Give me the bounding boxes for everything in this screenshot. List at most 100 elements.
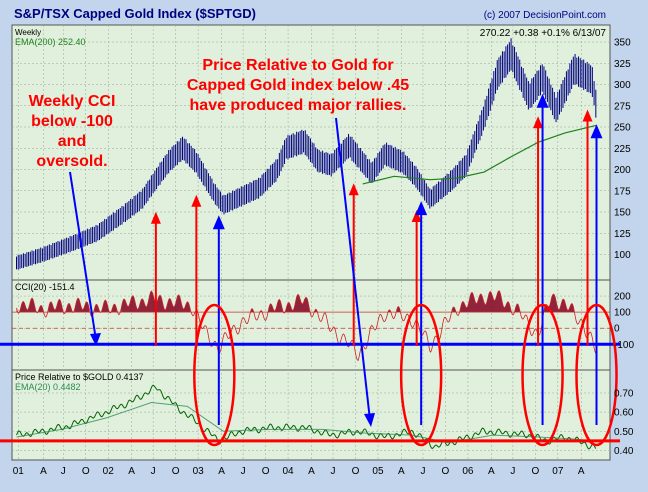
cci-series	[0, 290, 620, 362]
ratio-y-tick-label: 0.50	[614, 427, 634, 438]
cci-pointer-head	[90, 333, 101, 346]
price-y-tick-label: 300	[614, 80, 631, 91]
x-tick-label: J	[510, 466, 515, 477]
x-tick-label: A	[578, 466, 585, 477]
price-y-tick-label: 125	[614, 229, 631, 240]
ratio-note-line-2: Capped Gold index below .45	[187, 77, 409, 94]
x-tick-label: 07	[552, 466, 564, 477]
cci-overbought-fill	[268, 299, 283, 313]
ratio-y-tick-label: 0.70	[614, 388, 634, 399]
x-tick-label: J	[331, 466, 336, 477]
cci-overbought-fill	[460, 290, 512, 313]
ratio-y-tick-label: 0.60	[614, 408, 634, 419]
x-tick-label: A	[398, 466, 405, 477]
cci-pointer-line	[69, 171, 97, 341]
x-tick-label: O	[352, 466, 360, 477]
price-y-tick-label: 325	[614, 59, 631, 70]
signal-ellipse	[575, 303, 618, 447]
price-y-tick-label: 225	[614, 144, 631, 155]
x-tick-label: O	[82, 466, 90, 477]
ratio-panel	[11, 369, 611, 461]
cci-note-line-3: and	[58, 133, 86, 150]
chart-title: S&P/TSX Capped Gold Index ($SPTGD)	[14, 6, 256, 21]
x-tick-label: O	[531, 466, 539, 477]
ratio-ema20-line	[16, 402, 597, 444]
cci-y-tick-label: 200	[614, 292, 631, 303]
cci-overbought-fill	[121, 291, 191, 313]
x-tick-label: J	[61, 466, 66, 477]
x-tick-label: O	[172, 466, 180, 477]
blue-arrow-head	[590, 124, 603, 139]
signal-markers	[69, 93, 618, 447]
ratio-pointer-head	[364, 413, 375, 427]
x-tick-label: 01	[13, 466, 25, 477]
cci-note-line-1: Weekly CCI	[29, 93, 116, 110]
x-tick-label: J	[420, 466, 425, 477]
ratio-note-line-3: have produced major rallies.	[190, 97, 407, 114]
ratio-pointer-line	[335, 117, 371, 421]
axis-labels: 01 A J O 02 A J O 03 A J O 04 A J O 05 A J O 06 A J O 07 A 100 125 1…	[13, 38, 635, 478]
red-arrow-head	[582, 109, 593, 122]
price-series	[15, 38, 597, 270]
x-tick-label: 06	[462, 466, 474, 477]
cci-overbought-fill	[48, 299, 64, 313]
cci-y-tick-label: 0	[614, 324, 620, 335]
cci-overbought-fill	[101, 300, 110, 313]
x-tick-label: A	[308, 466, 315, 477]
ratio-y-tick-label: 0.40	[614, 446, 634, 457]
cci-note-line-2: below -100	[31, 113, 113, 130]
cci-overbought-fill	[452, 307, 456, 313]
x-tick-label: O	[442, 466, 450, 477]
signal-ellipse	[399, 303, 443, 447]
x-tick-label: 02	[103, 466, 115, 477]
x-tick-label: 04	[283, 466, 295, 477]
cci-overbought-fill	[285, 294, 310, 313]
x-tick-label: O	[262, 466, 270, 477]
blue-arrow-head	[212, 215, 225, 230]
x-tick-label: J	[241, 466, 246, 477]
x-tick-label: 05	[372, 466, 384, 477]
period-label: Weekly	[15, 28, 41, 37]
ratio-label: Price Relative to $GOLD 0.4137	[15, 372, 144, 382]
cci-y-tick-label: -100	[614, 340, 634, 351]
price-y-tick-label: 150	[614, 208, 631, 219]
price-y-tick-label: 250	[614, 123, 631, 134]
price-y-tick-label: 200	[614, 165, 631, 176]
signal-ellipse	[521, 303, 564, 447]
x-tick-label: 03	[193, 466, 205, 477]
cci-overbought-fill	[74, 298, 90, 313]
red-arrow-head	[411, 210, 422, 222]
blue-arrow-head	[415, 201, 428, 216]
cci-annotation: Weekly CCI below -100 and oversold.	[29, 93, 116, 170]
x-tick-label: A	[40, 466, 47, 477]
cci-label: CCI(20) -151.4	[15, 282, 75, 292]
ratio-series	[0, 384, 620, 450]
red-arrow-head	[533, 116, 544, 129]
cci-y-tick-label: 100	[614, 308, 631, 319]
cci-panel	[11, 279, 611, 371]
price-y-tick-label: 175	[614, 186, 631, 197]
ratio-annotation: Price Relative to Gold for Capped Gold i…	[187, 57, 409, 114]
price-panel	[11, 24, 611, 281]
price-y-tick-label: 100	[614, 250, 631, 261]
cci-note-line-4: oversold.	[36, 153, 107, 170]
red-arrow-head	[150, 211, 161, 224]
ratio-ema-label: EMA(20) 0.4482	[15, 382, 81, 392]
x-tick-label: A	[488, 466, 495, 477]
cci-line	[16, 290, 597, 362]
last-quote: 270.22 +0.38 +0.1% 6/13/07	[480, 28, 607, 39]
x-tick-label: A	[128, 466, 135, 477]
copyright: (c) 2007 DecisionPoint.com	[484, 10, 606, 21]
x-tick-label: A	[218, 466, 225, 477]
red-arrow-head	[348, 183, 359, 196]
ratio-note-line-1: Price Relative to Gold for	[202, 57, 393, 74]
price-y-tick-label: 275	[614, 101, 631, 112]
cci-overbought-fill	[94, 304, 100, 313]
x-tick-label: J	[151, 466, 156, 477]
cci-overbought-fill	[65, 303, 72, 313]
cci-overbought-fill	[19, 298, 37, 313]
price-y-tick-label: 350	[614, 38, 631, 49]
blue-arrow-head	[536, 93, 549, 108]
red-arrow-head	[191, 194, 202, 207]
